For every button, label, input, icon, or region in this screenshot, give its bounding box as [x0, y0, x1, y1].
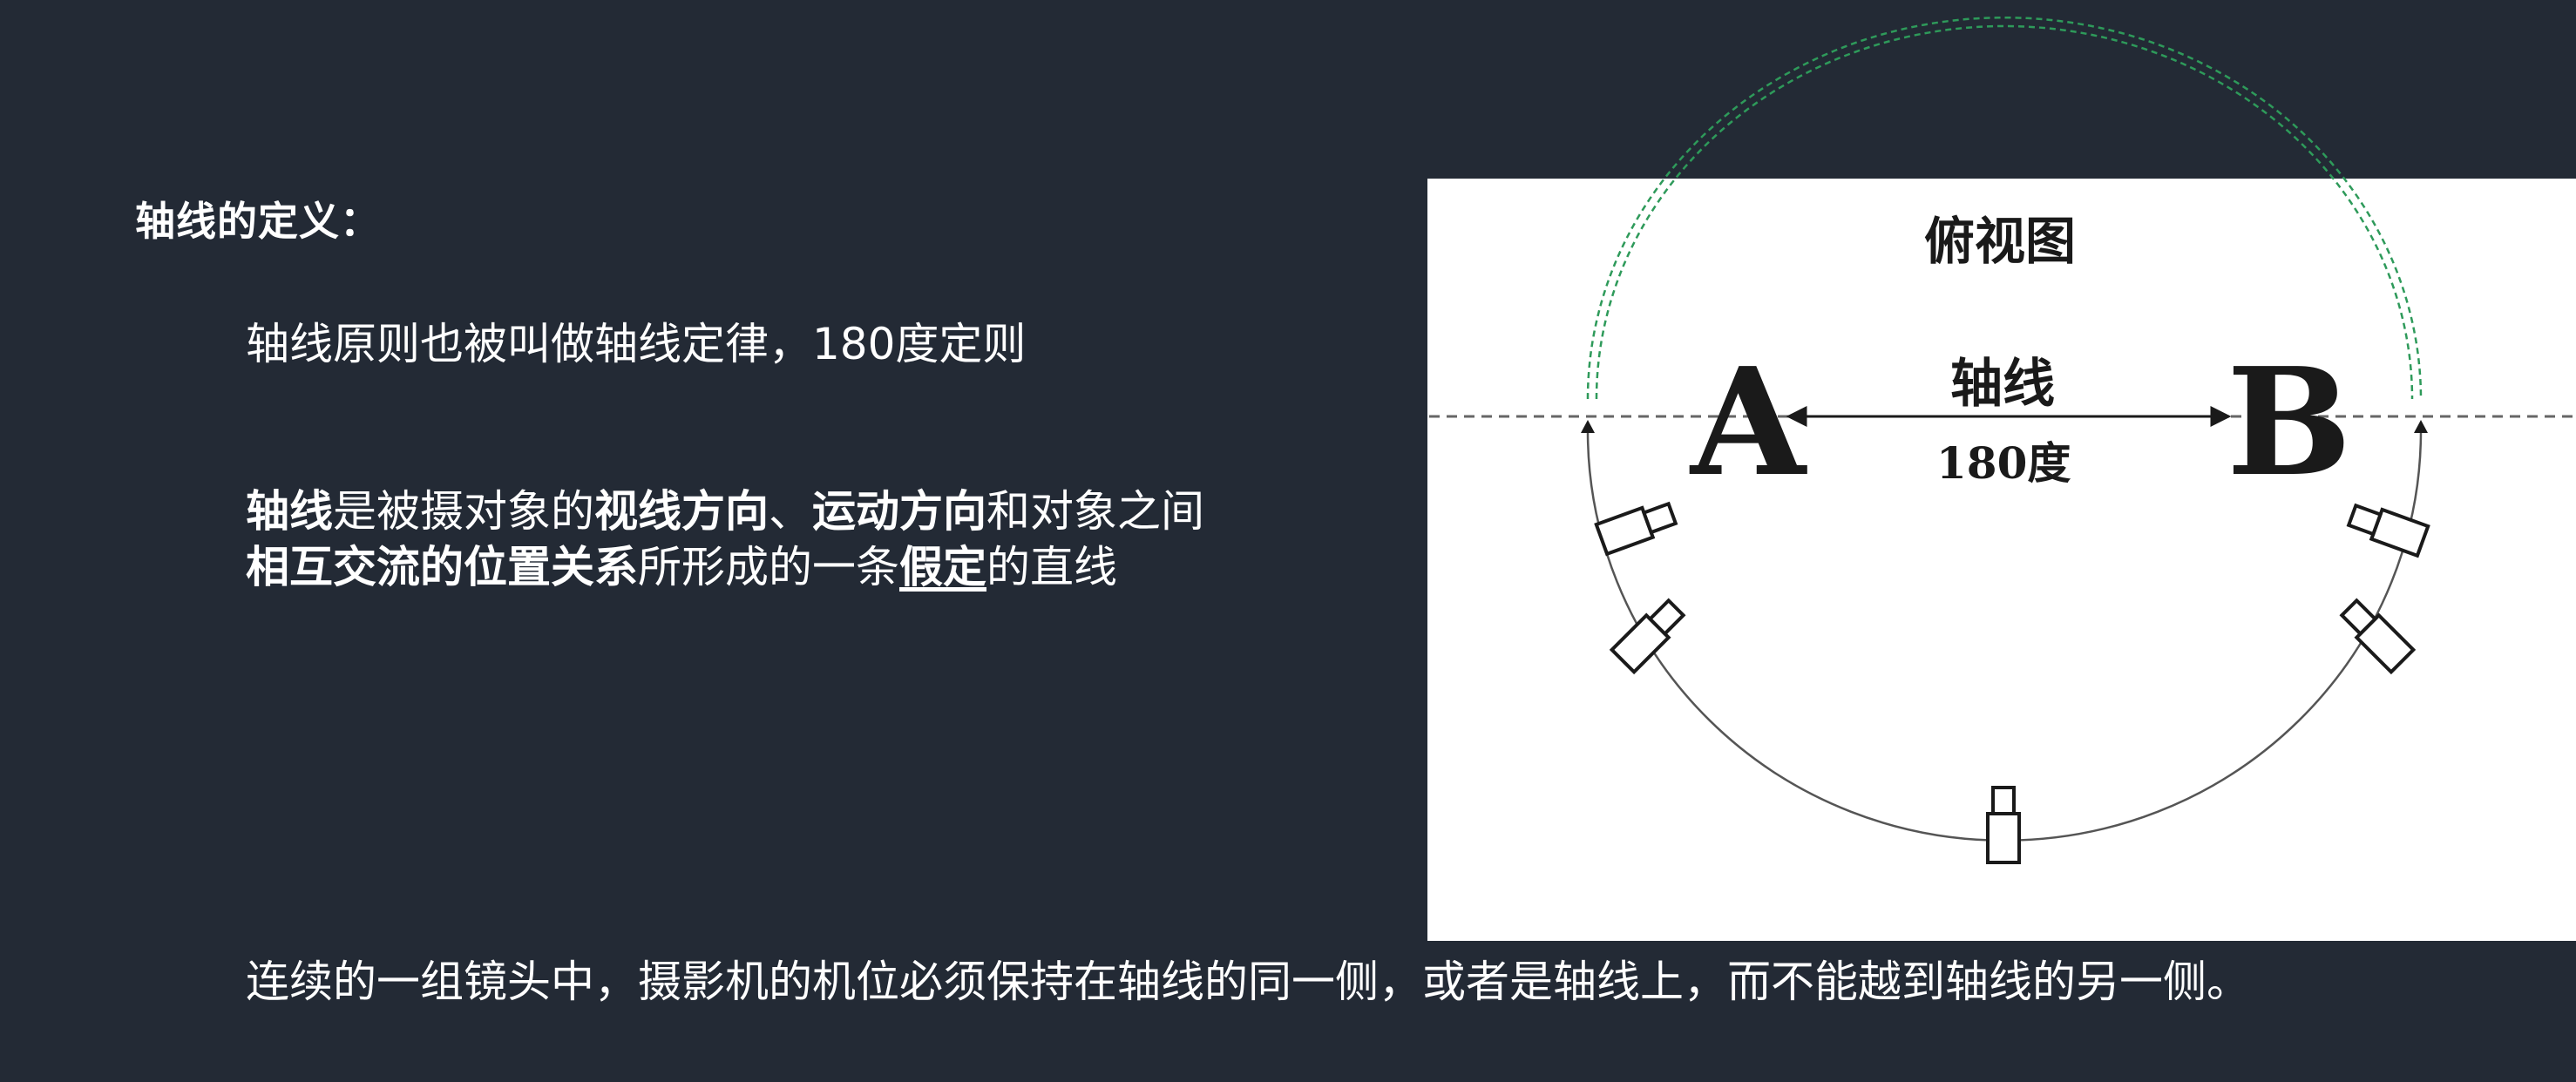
definition-text: 的直线 [986, 542, 1117, 592]
arc-arrowhead-left [1581, 420, 1595, 433]
definition-text: 、 [769, 486, 812, 537]
camera-icon [1594, 501, 1678, 557]
definition-term-relation: 相互交流的位置关系 [246, 542, 638, 592]
camera-icon [2339, 598, 2417, 675]
conclusion-body: 连续的一组镜头中，摄影机的机位必须保持在轴线的同一侧，或者是轴线上，而不能越到轴… [246, 957, 2250, 1007]
axis-definition: 轴线是被摄对象的视线方向、运动方向和对象之间 相互交流的位置关系所形成的一条假定… [246, 484, 1204, 595]
upper-arc-dashed [1595, 24, 2414, 400]
definition-term-axis: 轴线 [246, 486, 333, 537]
subject-b-label: B [2227, 335, 2352, 510]
rule-alias-text: 轴线原则也被叫做轴线定律，180度定则 [246, 319, 1027, 369]
definition-text: 所形成的一条 [638, 542, 899, 592]
definition-text: 是被摄对象的 [333, 486, 594, 537]
angle-label: 180度 [1936, 437, 2071, 489]
camera-icon [1986, 786, 2021, 864]
camera-icon [2346, 503, 2430, 558]
conclusion-text: 连续的一组镜头中，摄影机的机位必须保持在轴线的同一侧，或者是轴线上，而不能越到轴… [135, 954, 2314, 1010]
camera-icon [1609, 598, 1686, 675]
figure-title: 俯视图 [1924, 212, 2077, 271]
axis-label: 轴线 [1950, 354, 2055, 415]
definition-term-sightline: 视线方向 [594, 486, 769, 537]
section-heading: 轴线的定义： [135, 198, 381, 245]
upper-arc-dashed [1586, 16, 2423, 400]
definition-text: 和对象之间 [986, 486, 1204, 537]
subject-a-label: A [1691, 335, 1806, 510]
definition-term-assumed: 假定 [899, 542, 986, 592]
definition-term-motion: 运动方向 [812, 486, 986, 537]
arc-arrowhead-right [2414, 420, 2428, 433]
